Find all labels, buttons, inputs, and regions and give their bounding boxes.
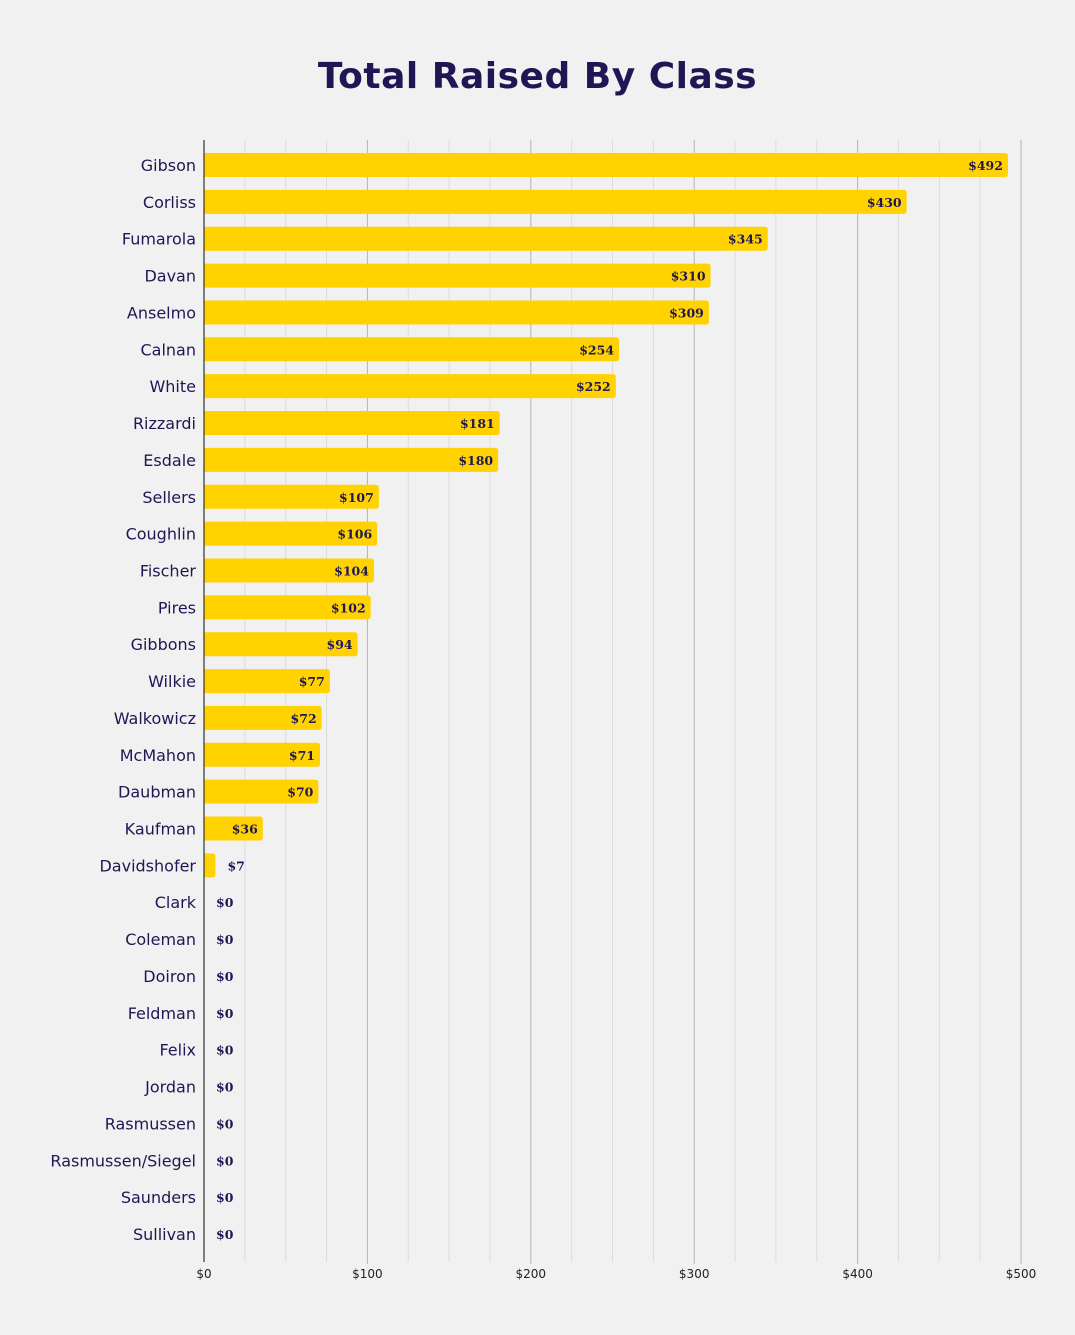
value-label: $36 <box>232 822 258 837</box>
value-label: $345 <box>728 232 763 247</box>
value-label: $430 <box>867 195 902 210</box>
bar <box>204 300 709 325</box>
category-label: Calnan <box>140 340 196 359</box>
category-label: Pires <box>158 598 196 617</box>
value-label: $102 <box>331 600 366 615</box>
value-label: $0 <box>216 1080 234 1095</box>
category-label: Davan <box>144 267 196 286</box>
category-label: Davidshofer <box>99 856 196 875</box>
bar <box>204 226 768 251</box>
category-label: White <box>149 377 196 396</box>
category-label: Felix <box>159 1041 196 1060</box>
bar <box>204 447 499 472</box>
bar <box>204 337 620 362</box>
category-label: Anselmo <box>127 303 196 322</box>
category-label: Rasmussen <box>105 1114 196 1133</box>
value-label: $72 <box>291 711 317 726</box>
x-tick-label: $300 <box>679 1267 710 1281</box>
category-label: Fischer <box>140 561 197 580</box>
value-label: $309 <box>669 305 704 320</box>
category-label: Gibson <box>141 156 196 175</box>
category-label: Feldman <box>128 1004 196 1023</box>
bar <box>204 595 371 620</box>
value-label: $94 <box>327 637 353 652</box>
bar <box>204 263 711 288</box>
value-label: $0 <box>216 932 234 947</box>
category-label: Sullivan <box>133 1225 196 1244</box>
value-label: $0 <box>216 969 234 984</box>
bar <box>204 484 379 509</box>
category-label: Doiron <box>143 967 196 986</box>
bar <box>204 411 500 436</box>
bar <box>204 632 358 657</box>
value-label: $7 <box>227 858 244 873</box>
category-label: Daubman <box>118 783 196 802</box>
bar <box>204 742 321 767</box>
value-label: $0 <box>216 1043 234 1058</box>
category-label: Jordan <box>144 1078 196 1097</box>
value-label: $180 <box>458 453 493 468</box>
category-label: Gibbons <box>131 635 196 654</box>
bar <box>204 153 1008 177</box>
x-tick-label: $0 <box>196 1267 211 1281</box>
value-label: $107 <box>339 490 374 505</box>
bar <box>204 705 322 730</box>
category-label: Rizzardi <box>133 414 196 433</box>
category-label: Kaufman <box>125 820 196 839</box>
category-label: Walkowicz <box>114 709 196 728</box>
x-tick-label: $200 <box>516 1267 547 1281</box>
value-label: $492 <box>968 158 1003 173</box>
category-label: Corliss <box>143 193 196 212</box>
axes: $0 $100 $200 $300 $400 $500 Gibson Corliss Fumar… <box>50 140 1036 1281</box>
x-tick-label: $100 <box>352 1267 383 1281</box>
category-label: Coughlin <box>126 525 196 544</box>
category-label: Clark <box>155 893 197 912</box>
bar <box>204 189 907 214</box>
bar <box>204 779 319 804</box>
value-label: $0 <box>216 1190 234 1205</box>
category-label: Rasmussen/Siegel <box>50 1151 196 1170</box>
value-label: $310 <box>671 269 706 284</box>
value-label: $77 <box>299 674 325 689</box>
category-label: Saunders <box>121 1188 196 1207</box>
value-label: $252 <box>576 379 611 394</box>
value-label: $0 <box>216 1227 234 1242</box>
x-tick-label: $400 <box>842 1267 873 1281</box>
category-label: Sellers <box>142 488 196 507</box>
chart-title: Total Raised By Class <box>317 56 758 97</box>
bar <box>204 816 263 841</box>
category-label: McMahon <box>120 746 196 765</box>
value-label: $71 <box>289 748 315 763</box>
bars: $492 $430 $345 $310 $309 $254 $252 $181 $180 $107… <box>203 153 1008 1242</box>
bar <box>203 521 378 546</box>
value-label: $104 <box>334 563 369 578</box>
bar <box>204 669 330 694</box>
category-label: Fumarola <box>122 230 196 249</box>
value-label: $0 <box>216 895 234 910</box>
value-label: $70 <box>287 785 313 800</box>
value-label: $254 <box>579 342 614 357</box>
bar <box>204 558 374 583</box>
value-label: $0 <box>216 1116 234 1131</box>
value-label: $106 <box>337 527 372 542</box>
x-tick-label: $500 <box>1006 1267 1037 1281</box>
value-label: $0 <box>216 1006 234 1021</box>
value-label: $0 <box>216 1153 234 1168</box>
value-label: $181 <box>460 416 495 431</box>
category-label: Esdale <box>143 451 196 470</box>
gridlines <box>244 140 1022 1264</box>
category-label: Coleman <box>125 930 196 949</box>
category-label: Wilkie <box>148 672 196 691</box>
bar <box>204 374 616 399</box>
bar <box>204 853 216 878</box>
